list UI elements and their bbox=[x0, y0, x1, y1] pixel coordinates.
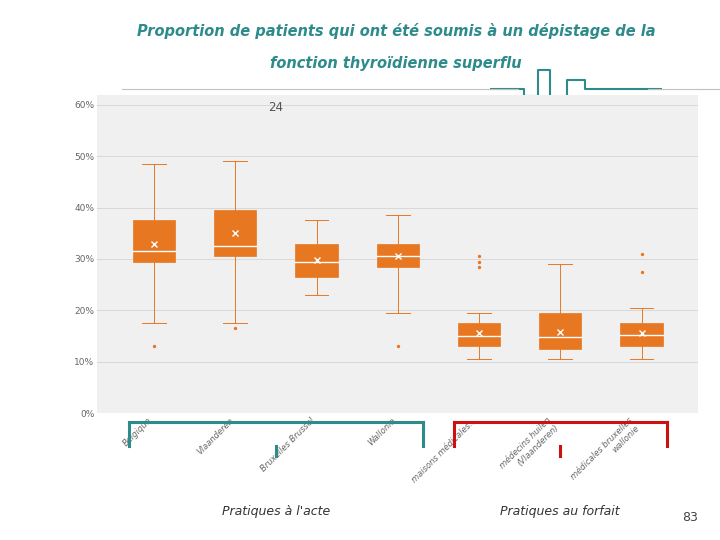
Text: 24: 24 bbox=[269, 101, 284, 114]
Text: Pratiques au forfait: Pratiques au forfait bbox=[500, 505, 620, 518]
Text: Pratiques à l'acte: Pratiques à l'acte bbox=[222, 505, 330, 518]
Bar bbox=[377, 244, 419, 267]
Bar bbox=[621, 323, 662, 346]
Text: Proportion de patients qui ont été soumis à un dépistage de la: Proportion de patients qui ont été soumi… bbox=[137, 23, 655, 39]
Text: fonction thyroïdienne superflu: fonction thyroïdienne superflu bbox=[270, 56, 522, 71]
Bar bbox=[133, 220, 175, 261]
Bar bbox=[539, 313, 582, 349]
Bar bbox=[295, 244, 338, 277]
Text: 83: 83 bbox=[683, 511, 698, 524]
Bar bbox=[458, 323, 500, 346]
Bar bbox=[214, 210, 256, 256]
